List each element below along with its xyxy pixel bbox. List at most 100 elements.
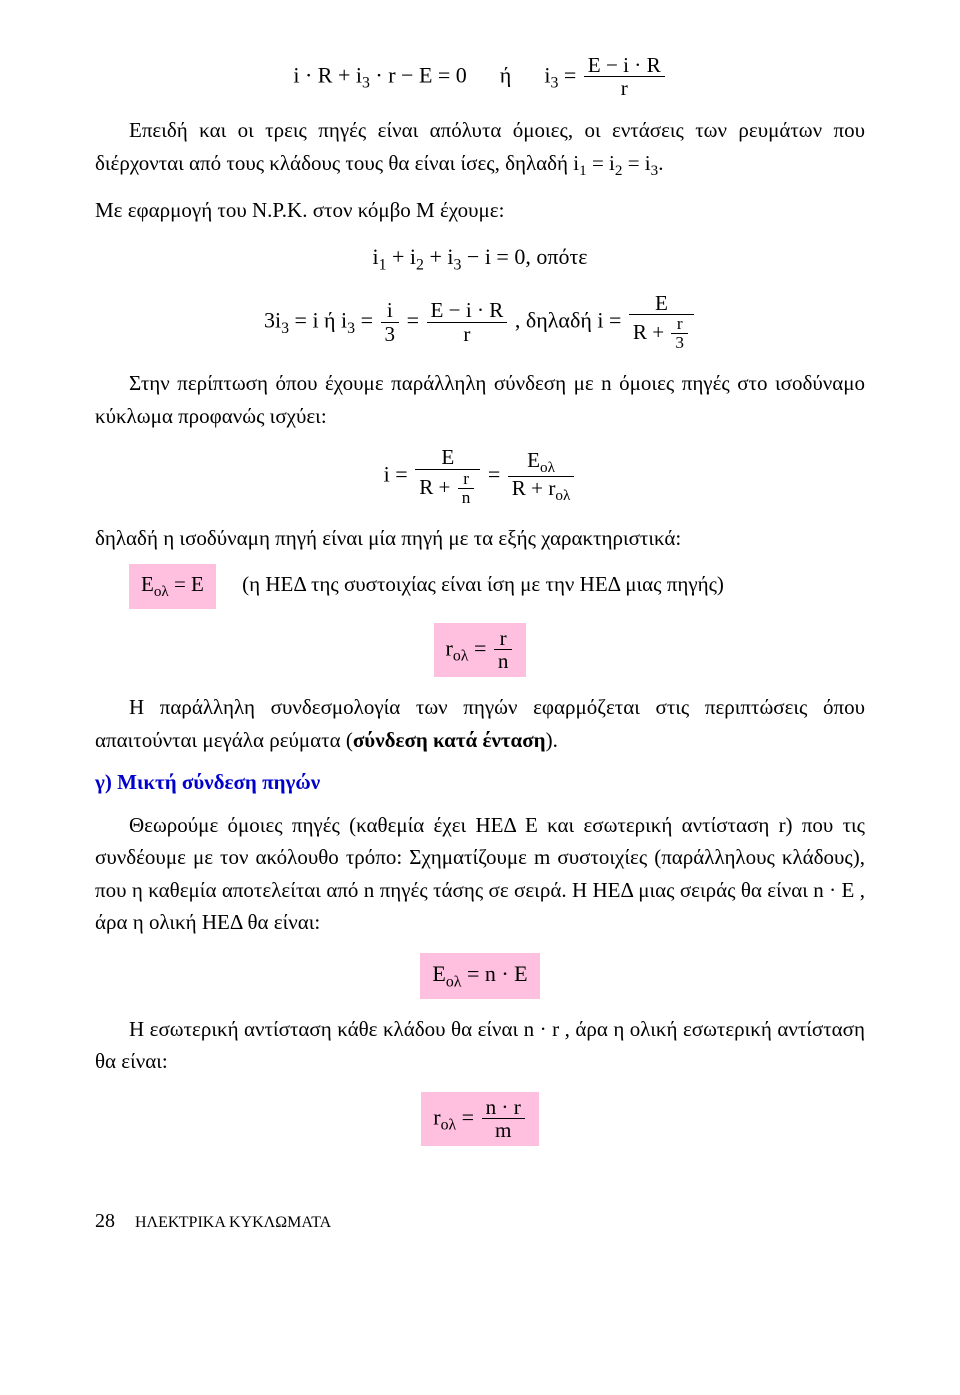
p1-m1: = i xyxy=(587,151,615,175)
eq3-mid-eq: = xyxy=(407,308,425,333)
page-footer: 28 ΗΛΕΚΤΡΙΚΑ ΚΥΚΛΩΜΑΤΑ xyxy=(95,1206,865,1237)
eq3-f3-den-f-den: 3 xyxy=(671,333,688,353)
eq6-f-num: r xyxy=(494,627,513,649)
eq4-f2-den-a: R + r xyxy=(512,476,556,500)
eq4-f1-den-f-den: n xyxy=(458,488,475,508)
eq6-frac: r n xyxy=(494,627,513,673)
eq5-note: (η ΗΕΔ της συστοιχίας είναι ίση με την Η… xyxy=(242,572,724,596)
eq8-sub: ολ xyxy=(441,1117,457,1134)
eq4-f2-num: Eολ xyxy=(508,449,575,476)
eq1-frac: E − i · R r xyxy=(584,54,665,100)
eq3-f2-den: r xyxy=(427,322,508,346)
eq8-f-den: m xyxy=(482,1118,525,1142)
p7: Η εσωτερική αντίσταση κάθε κλάδου θα είν… xyxy=(95,1017,865,1074)
eq3-f1-den: 3 xyxy=(381,322,400,346)
eq8-a: r xyxy=(433,1104,440,1129)
eq3-f3: E R + r 3 xyxy=(629,292,694,353)
p6: Θεωρούμε όμοιες πηγές (καθεμία έχει ΗΕΔ … xyxy=(95,813,865,935)
eq8-b: = xyxy=(456,1104,479,1129)
equation-6: rολ = r n xyxy=(95,623,865,677)
eq4-f2-num-sub: ολ xyxy=(540,459,555,476)
eq3-f1: i 3 xyxy=(381,299,400,345)
eq3-f1-num: i xyxy=(381,299,400,321)
eq2-b: + i xyxy=(387,244,417,269)
eq3-la: 3i xyxy=(264,308,281,333)
eq8-highlight: rολ = n · r m xyxy=(421,1092,539,1146)
eq6-lhs-sub: ολ xyxy=(453,647,469,664)
p2-a: Με εφαρμογή του Ν.Ρ.Κ. στον κόμβο Μ έχου… xyxy=(95,198,504,222)
eq3-f3-den-f-num: r xyxy=(671,315,688,333)
equation-7: Eολ = n · E xyxy=(95,953,865,999)
eq5-lhs-b: = E xyxy=(169,572,204,596)
eq3-ls2: 3 xyxy=(347,320,355,337)
eq4-f1-den: R + r n xyxy=(415,469,480,508)
eq2-d: − i = 0, οπότε xyxy=(461,244,587,269)
eq1-frac-den: r xyxy=(584,76,665,100)
eq4-f2-den: R + rολ xyxy=(508,476,575,505)
heading-gamma: γ) Μικτή σύνδεση πηγών xyxy=(95,766,865,799)
eq3-f3-den: R + r 3 xyxy=(629,314,694,353)
eq8-f-num: n · r xyxy=(482,1096,525,1118)
eq6-lhs-b: = xyxy=(468,635,491,660)
equation-4: i = E R + r n = Eολ R + rολ xyxy=(95,446,865,507)
p5-end: ). xyxy=(546,728,558,752)
eq7-b: = n · E xyxy=(461,961,527,986)
heading-gamma-text: γ) Μικτή σύνδεση πηγών xyxy=(95,770,320,794)
eq4-f1-den-f: r n xyxy=(458,470,475,508)
eq3-f2-num: E − i · R xyxy=(427,299,508,321)
eq3-f3-den-f: r 3 xyxy=(671,315,688,353)
p5-bold: σύνδεση κατά ένταση xyxy=(353,728,546,752)
eq5-highlight: Eολ = E xyxy=(129,564,216,609)
equation-1: i · R + i3 · r − E = 0 ή i3 = E − i · R … xyxy=(95,54,865,100)
eq1-frac-num: E − i · R xyxy=(584,54,665,76)
eq1-lhs: i · R + i xyxy=(293,62,362,87)
eq3-ls: 3 xyxy=(281,320,289,337)
paragraph-3: Στην περίπτωση όπου έχουμε παράλληλη σύν… xyxy=(95,367,865,432)
eq6-lhs-a: r xyxy=(446,635,453,660)
p1-s1: 1 xyxy=(579,163,587,179)
equation-2: i1 + i2 + i3 − i = 0, οπότε xyxy=(95,240,865,278)
eq2-s1: 1 xyxy=(379,257,387,274)
eq3-f2: E − i · R r xyxy=(427,299,508,345)
p3: Στην περίπτωση όπου έχουμε παράλληλη σύν… xyxy=(95,371,865,428)
p4: δηλαδή η ισοδύναμη πηγή είναι μία πηγή μ… xyxy=(95,526,681,550)
eq3-dh: , δηλαδή i = xyxy=(515,308,627,333)
equation-3: 3i3 = i ή i3 = i 3 = E − i · R r , δηλαδ… xyxy=(95,292,865,353)
paragraph-1: Επειδή και οι τρεις πηγές είναι απόλυτα … xyxy=(95,114,865,183)
eq4-f1: E R + r n xyxy=(415,446,480,507)
eq3-f3-den-a: R + xyxy=(633,320,670,344)
eq5-lhs-a: E xyxy=(141,572,154,596)
eq6-f-den: n xyxy=(494,649,513,673)
eq4-f1-den-f-num: r xyxy=(458,470,475,488)
eq2-s2: 2 xyxy=(416,257,424,274)
paragraph-5: Η παράλληλη συνδεσμολογία των πηγών εφαρ… xyxy=(95,691,865,756)
eq1-sub: 3 xyxy=(362,75,370,92)
paragraph-2: Με εφαρμογή του Ν.Ρ.Κ. στον κόμβο Μ έχου… xyxy=(95,194,865,227)
eq1-rhs-eq: = xyxy=(558,62,581,87)
eq1-rest: · r − E = 0 xyxy=(370,62,467,87)
p1-m2: = i xyxy=(622,151,650,175)
paragraph-6: Θεωρούμε όμοιες πηγές (καθεμία έχει ΗΕΔ … xyxy=(95,809,865,939)
eq5-lhs-sub: ολ xyxy=(154,584,169,600)
footer-page-number: 28 xyxy=(95,1210,115,1232)
eq3-f3-num: E xyxy=(629,292,694,314)
eq4-pre: i = xyxy=(384,462,414,487)
eq7-sub: ολ xyxy=(446,973,462,990)
eq4-mid: = xyxy=(488,462,506,487)
eq4-f1-den-a: R + xyxy=(419,474,456,498)
eq8-frac: n · r m xyxy=(482,1096,525,1142)
eq4-f2: Eολ R + rολ xyxy=(508,449,575,505)
eq4-f1-num: E xyxy=(415,446,480,468)
p1-end: . xyxy=(658,151,663,175)
paragraph-4: δηλαδή η ισοδύναμη πηγή είναι μία πηγή μ… xyxy=(95,522,865,555)
eq4-f2-den-sub: ολ xyxy=(555,487,570,504)
eq1-or: ή xyxy=(500,62,512,87)
equation-5-line: Eολ = E (η ΗΕΔ της συστοιχίας είναι ίση … xyxy=(129,564,865,609)
eq3-lc: = xyxy=(355,308,378,333)
eq4-f2-num-a: E xyxy=(527,448,540,472)
paragraph-7: Η εσωτερική αντίσταση κάθε κλάδου θα είν… xyxy=(95,1013,865,1078)
eq7-a: E xyxy=(432,961,445,986)
footer-title: ΗΛΕΚΤΡΙΚΑ ΚΥΚΛΩΜΑΤΑ xyxy=(135,1214,331,1231)
eq2-c: + i xyxy=(424,244,454,269)
equation-8: rολ = n · r m xyxy=(95,1092,865,1146)
